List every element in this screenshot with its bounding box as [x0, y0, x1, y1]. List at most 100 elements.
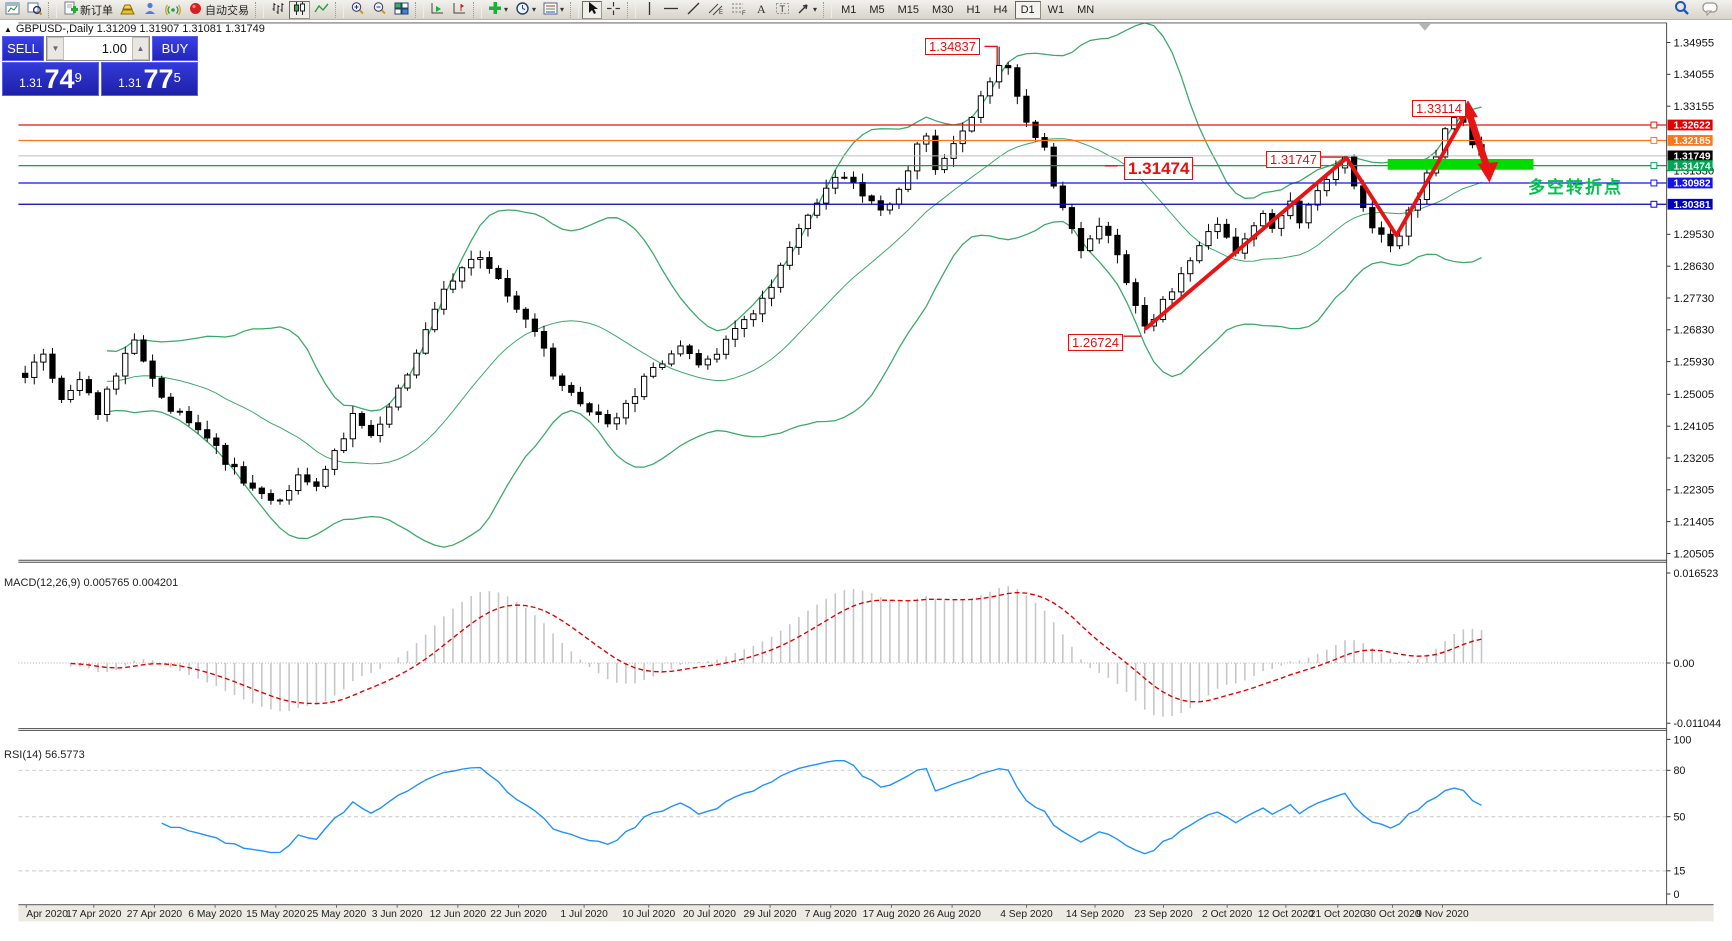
search-button[interactable] [1671, 1, 1693, 19]
candle [377, 423, 384, 437]
crosshair-button[interactable] [603, 1, 624, 19]
text-label-button[interactable]: T [772, 1, 793, 19]
candle [486, 257, 493, 269]
svg-text:1.26830: 1.26830 [1673, 325, 1714, 337]
text-button[interactable]: A [751, 1, 771, 19]
svg-text:1.32185: 1.32185 [1673, 136, 1710, 147]
candle [94, 392, 102, 415]
arrows-shapes-icon [797, 1, 811, 18]
candle [1396, 235, 1403, 247]
timeframe-h1[interactable]: H1 [966, 3, 981, 16]
svg-text:22 Jun 2020: 22 Jun 2020 [490, 909, 547, 920]
annotation-high-1-33114[interactable]: 1.33114 [1412, 100, 1467, 117]
chart-collapse-icon[interactable]: ▲ [4, 25, 12, 34]
trendline-button[interactable] [683, 1, 704, 19]
auto-scroll-button[interactable] [427, 1, 448, 19]
fibonacci-button[interactable]: F [728, 1, 750, 19]
candle [313, 481, 320, 487]
line-handle[interactable] [1650, 162, 1658, 170]
candle [850, 176, 857, 183]
chart-shift-marker-icon[interactable] [1418, 23, 1431, 31]
sell-button[interactable]: SELL [2, 36, 44, 61]
candle [768, 286, 775, 299]
tile-windows-button[interactable] [391, 1, 412, 19]
annotation-high-1-34837[interactable]: 1.34837 [925, 38, 980, 55]
candle [358, 413, 366, 426]
candle [504, 277, 511, 297]
timeframe-m30[interactable]: M30 [932, 3, 954, 16]
candle [122, 352, 129, 377]
candlestick-button[interactable] [289, 0, 310, 19]
signals-button[interactable] [140, 1, 161, 19]
timeframe-m15[interactable]: M15 [897, 3, 920, 16]
candle [622, 402, 630, 419]
volume-increase-icon[interactable]: ▲ [132, 37, 149, 60]
horizontal-line-button[interactable] [660, 1, 682, 19]
timeframe-mn[interactable]: MN [1077, 3, 1095, 16]
candle [458, 267, 466, 282]
indicators-button[interactable]: ▾ [485, 1, 511, 19]
arrows-button[interactable]: ▾ [794, 1, 820, 19]
market-button[interactable] [117, 1, 139, 19]
candle [185, 411, 193, 424]
timeframe-h4[interactable]: H4 [993, 3, 1008, 16]
candle [941, 157, 948, 171]
zoom-out-button[interactable] [369, 1, 390, 19]
bar-chart-button[interactable] [267, 1, 288, 19]
auto-trading-button[interactable]: 自动交易 [185, 1, 252, 19]
buy-price-button[interactable]: 1.31 77 5 [101, 62, 198, 96]
new-chart-button[interactable] [2, 1, 23, 19]
search-icon [1674, 0, 1690, 19]
svg-text:1.27730: 1.27730 [1673, 293, 1714, 305]
sell-price-button[interactable]: 1.31 74 9 [2, 62, 99, 96]
volume-field[interactable]: ▼ 1.00 ▲ [46, 36, 150, 61]
vps-button[interactable] [162, 1, 184, 19]
vertical-line-button[interactable] [639, 1, 659, 19]
line-handle[interactable] [1650, 179, 1658, 187]
svg-text:1.24105: 1.24105 [1673, 421, 1714, 433]
svg-text:100: 100 [1673, 734, 1691, 746]
annotation-low-1-26724[interactable]: 1.26724 [1068, 334, 1123, 351]
timeframe-w1[interactable]: W1 [1047, 3, 1065, 16]
candle [986, 81, 994, 97]
candle [322, 468, 329, 487]
turning-point-note[interactable]: 多空转折点 [1528, 178, 1623, 197]
svg-text:Apr 2020: Apr 2020 [26, 909, 68, 920]
volume-value[interactable]: 1.00 [101, 41, 127, 56]
periods-button[interactable]: ▾ [512, 1, 539, 19]
line-chart-button[interactable] [311, 1, 332, 19]
line-handle[interactable] [1650, 121, 1658, 129]
candle [477, 257, 484, 260]
line-handle[interactable] [1650, 200, 1658, 208]
candle [158, 377, 165, 398]
annotation-high-1-31747[interactable]: 1.31747 [1266, 151, 1321, 168]
macd-panel [18, 586, 1667, 717]
svg-text:4 Sep 2020: 4 Sep 2020 [1000, 909, 1053, 920]
timeframe-d1[interactable]: D1 [1014, 0, 1041, 19]
new-order-button[interactable]: 新订单 [60, 1, 116, 19]
timeframe-m1[interactable]: M1 [841, 3, 857, 16]
candle [741, 319, 748, 329]
candle [331, 450, 338, 470]
templates-button[interactable]: ▾ [540, 1, 567, 19]
fibonacci-icon: F [731, 1, 747, 19]
buy-button[interactable]: BUY [152, 36, 198, 61]
timeframe-m5[interactable]: M5 [869, 3, 885, 16]
svg-text:0.016523: 0.016523 [1673, 568, 1718, 580]
candle [413, 352, 420, 376]
red-zigzag-trend[interactable] [1143, 100, 1499, 331]
channel-button[interactable]: E [705, 1, 727, 19]
volume-decrease-icon[interactable]: ▼ [47, 37, 64, 60]
green-turning-zone[interactable] [1387, 158, 1534, 170]
chat-button[interactable] [1699, 1, 1722, 19]
profiles-button[interactable] [24, 1, 45, 19]
cursor-button[interactable] [582, 0, 603, 19]
zoom-in-button[interactable] [347, 1, 368, 19]
candle [977, 95, 985, 118]
annotation-level-1-31474[interactable]: 1.31474 [1124, 157, 1194, 180]
candle [113, 375, 120, 390]
chart-shift-button[interactable] [449, 1, 470, 19]
line-handle[interactable] [1650, 137, 1658, 144]
candle [276, 499, 284, 502]
svg-text:20 Jul 2020: 20 Jul 2020 [683, 909, 736, 920]
